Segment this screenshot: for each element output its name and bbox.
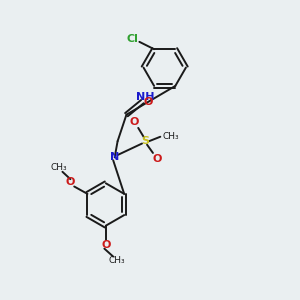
Text: O: O	[66, 176, 75, 187]
Text: CH₃: CH₃	[50, 164, 67, 172]
Text: NH: NH	[136, 92, 155, 102]
Text: N: N	[110, 152, 119, 162]
Text: S: S	[142, 136, 150, 146]
Text: O: O	[153, 154, 162, 164]
Text: CH₃: CH₃	[162, 132, 179, 141]
Text: O: O	[129, 117, 139, 127]
Text: CH₃: CH₃	[109, 256, 125, 265]
Text: O: O	[101, 240, 110, 250]
Text: Cl: Cl	[127, 34, 139, 44]
Text: O: O	[143, 97, 152, 106]
